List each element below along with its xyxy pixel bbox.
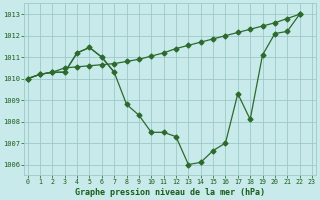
X-axis label: Graphe pression niveau de la mer (hPa): Graphe pression niveau de la mer (hPa) [75,188,265,197]
